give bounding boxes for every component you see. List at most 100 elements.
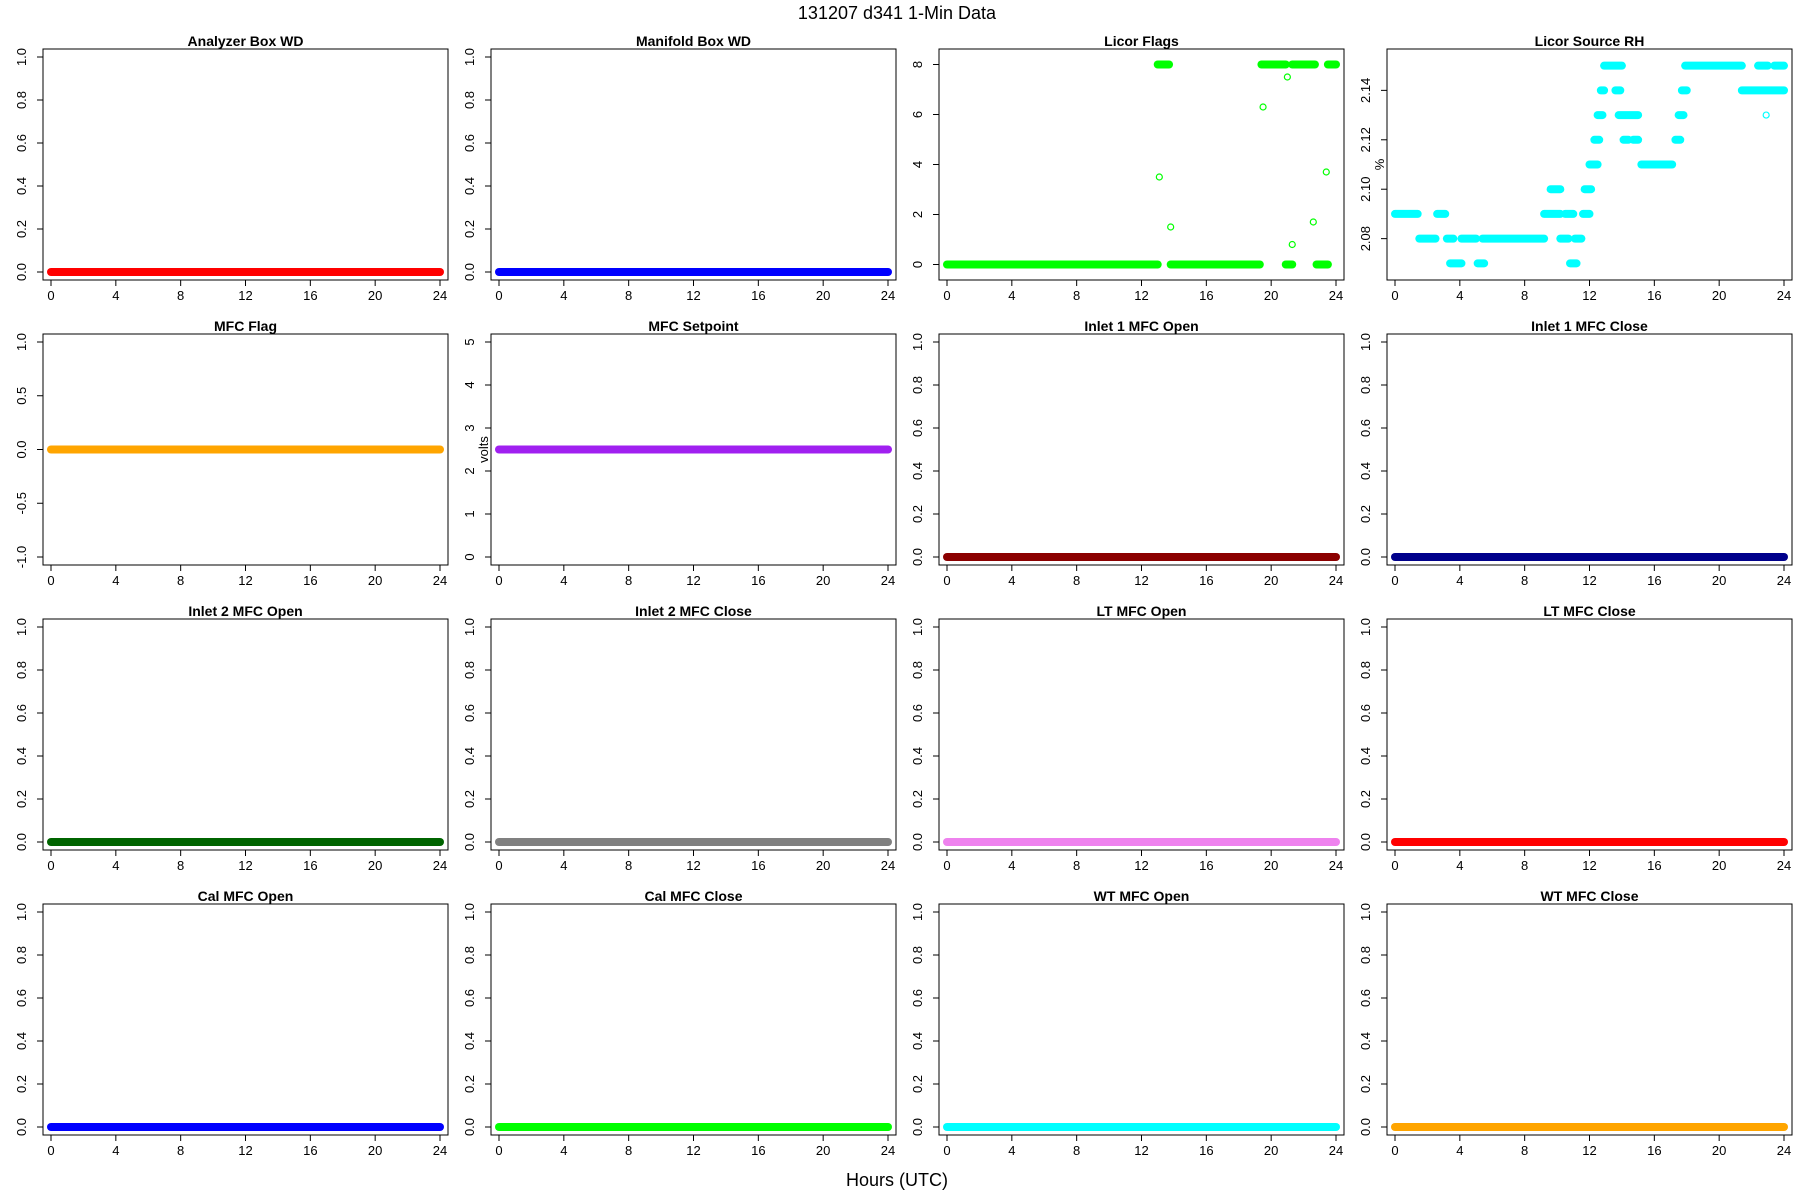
- data-point: [1309, 218, 1317, 226]
- panel-title: Inlet 1 MFC Open: [1084, 318, 1198, 334]
- x-tick-label: 24: [1329, 573, 1343, 588]
- y-tick-label: 0.2: [14, 790, 29, 808]
- chart-panel: WT MFC Close 0 4 8 12 16 20 24 0.0 0.2 0.4 0.6 0.8 1.…: [1358, 888, 1793, 1158]
- x-tick-label: 0: [1391, 858, 1398, 873]
- y-tick-label: 0.5: [14, 387, 29, 405]
- y-tick-label: 0.0: [910, 548, 925, 566]
- x-tick-label: 24: [1777, 573, 1791, 588]
- x-tick-label: 12: [238, 288, 252, 303]
- y-tick-label: 0.4: [462, 747, 477, 765]
- y-tick-label: 0.4: [910, 1032, 925, 1050]
- x-tick-label: 0: [47, 858, 54, 873]
- x-tick-label: 4: [112, 1143, 119, 1158]
- y-tick-label: 1.0: [910, 903, 925, 921]
- y-tick-label: 0.4: [910, 747, 925, 765]
- x-tick-label: 16: [1647, 1143, 1661, 1158]
- y-tick-label: 1.0: [14, 903, 29, 921]
- x-tick-label: 0: [47, 573, 54, 588]
- panel-title: Cal MFC Close: [644, 888, 742, 904]
- x-tick-label: 24: [1329, 288, 1343, 303]
- y-tick-label: 1.0: [462, 48, 477, 66]
- y-tick-label: 0.0: [14, 833, 29, 851]
- chart-panel: LT MFC Open 0 4 8 12 16 20 24 0.0 0.2 0.4 0.6 0.8 1.0: [910, 603, 1345, 873]
- y-tick-label: 0.0: [910, 833, 925, 851]
- y-tick-label: 0.0: [14, 440, 29, 458]
- y-tick-label: 0.6: [910, 704, 925, 722]
- x-tick-label: 0: [495, 1143, 502, 1158]
- y-tick-label: 0.6: [462, 134, 477, 152]
- x-tick-label: 4: [560, 1143, 567, 1158]
- x-tick-label: 16: [751, 858, 765, 873]
- chart-panel: Inlet 2 MFC Open 0 4 8 12 16 20 24 0.0 0.2 0.4 0.6 0…: [14, 603, 449, 873]
- x-tick-label: 12: [1134, 858, 1148, 873]
- y-tick-label: 0.6: [1358, 419, 1373, 437]
- x-tick-label: 16: [1647, 858, 1661, 873]
- x-tick-label: 20: [1712, 858, 1726, 873]
- x-tick-label: 0: [943, 288, 950, 303]
- y-tick-label: 0: [462, 553, 477, 560]
- y-tick-label: 0.0: [462, 263, 477, 281]
- x-tick-label: 8: [1521, 858, 1528, 873]
- x-tick-label: 24: [1777, 1143, 1791, 1158]
- y-tick-label: 0.2: [1358, 790, 1373, 808]
- chart-panel: WT MFC Open 0 4 8 12 16 20 24 0.0 0.2 0.4 0.6 0.8 1.0: [910, 888, 1345, 1158]
- x-tick-label: 8: [625, 573, 632, 588]
- y-tick-label: 6: [910, 111, 925, 118]
- x-tick-label: 16: [1199, 288, 1213, 303]
- x-tick-label: 4: [1008, 288, 1015, 303]
- panel-title: Inlet 2 MFC Open: [188, 603, 302, 619]
- x-tick-label: 16: [303, 288, 317, 303]
- x-tick-label: 16: [303, 858, 317, 873]
- y-tick-label: 0.4: [462, 1032, 477, 1050]
- chart-panel: Cal MFC Open 0 4 8 12 16 20 24 0.0 0.2 0.4 0.6 0.8 1.…: [14, 888, 449, 1158]
- plot-frame: [938, 333, 1345, 566]
- y-tick-label: 0.8: [462, 661, 477, 679]
- x-tick-label: 20: [1264, 573, 1278, 588]
- y-tick-label: 0.8: [1358, 661, 1373, 679]
- x-tick-label: 8: [1073, 288, 1080, 303]
- data-point: [1283, 73, 1291, 81]
- y-tick-label: 1.0: [14, 333, 29, 351]
- x-tick-label: 20: [1264, 858, 1278, 873]
- x-tick-label: 12: [1582, 858, 1596, 873]
- y-tick-label: 0.8: [14, 661, 29, 679]
- x-tick-label: 8: [177, 573, 184, 588]
- y-tick-label: 3: [462, 424, 477, 431]
- x-tick-label: 4: [1456, 1143, 1463, 1158]
- y-tick-label: 0.8: [14, 946, 29, 964]
- y-tick-label: 5: [462, 338, 477, 345]
- y-tick-label: 0.4: [1358, 1032, 1373, 1050]
- x-tick-label: 0: [943, 1143, 950, 1158]
- y-tick-label: 1.0: [1358, 618, 1373, 636]
- y-tick-label: 2.10: [1358, 177, 1373, 202]
- x-tick-label: 20: [1712, 288, 1726, 303]
- x-tick-label: 8: [177, 1143, 184, 1158]
- chart-panel: Inlet 1 MFC Close 0 4 8 12 16 20 24 0.0 0.2 0.4 0.6…: [1358, 318, 1793, 588]
- x-tick-label: 8: [1521, 288, 1528, 303]
- y-tick-label: 0.0: [462, 1118, 477, 1136]
- y-tick-label: 2: [462, 467, 477, 474]
- x-tick-label: 4: [1008, 1143, 1015, 1158]
- plot-frame: [490, 903, 897, 1136]
- y-tick-label: 0.6: [14, 704, 29, 722]
- x-tick-label: 24: [1777, 288, 1791, 303]
- y-tick-label: 0.6: [1358, 704, 1373, 722]
- data-point: [1762, 111, 1770, 119]
- panel-title: WT MFC Open: [1094, 888, 1190, 904]
- y-tick-label: 0.8: [462, 946, 477, 964]
- x-tick-label: 0: [495, 573, 502, 588]
- x-tick-label: 24: [433, 1143, 447, 1158]
- x-tick-label: 0: [495, 858, 502, 873]
- figure-title: 131207 d341 1-Min Data: [798, 3, 997, 23]
- x-tick-label: 20: [1264, 1143, 1278, 1158]
- x-tick-label: 12: [686, 288, 700, 303]
- x-tick-label: 12: [1582, 573, 1596, 588]
- y-tick-label: 0.4: [1358, 462, 1373, 480]
- y-tick-label: 0.2: [1358, 505, 1373, 523]
- y-tick-label: 1.0: [14, 618, 29, 636]
- y-tick-label: 0.6: [14, 989, 29, 1007]
- data-point: [1288, 240, 1296, 249]
- x-tick-label: 16: [1199, 1143, 1213, 1158]
- plot-frame: [490, 618, 897, 851]
- y-tick-label: 0.4: [910, 462, 925, 480]
